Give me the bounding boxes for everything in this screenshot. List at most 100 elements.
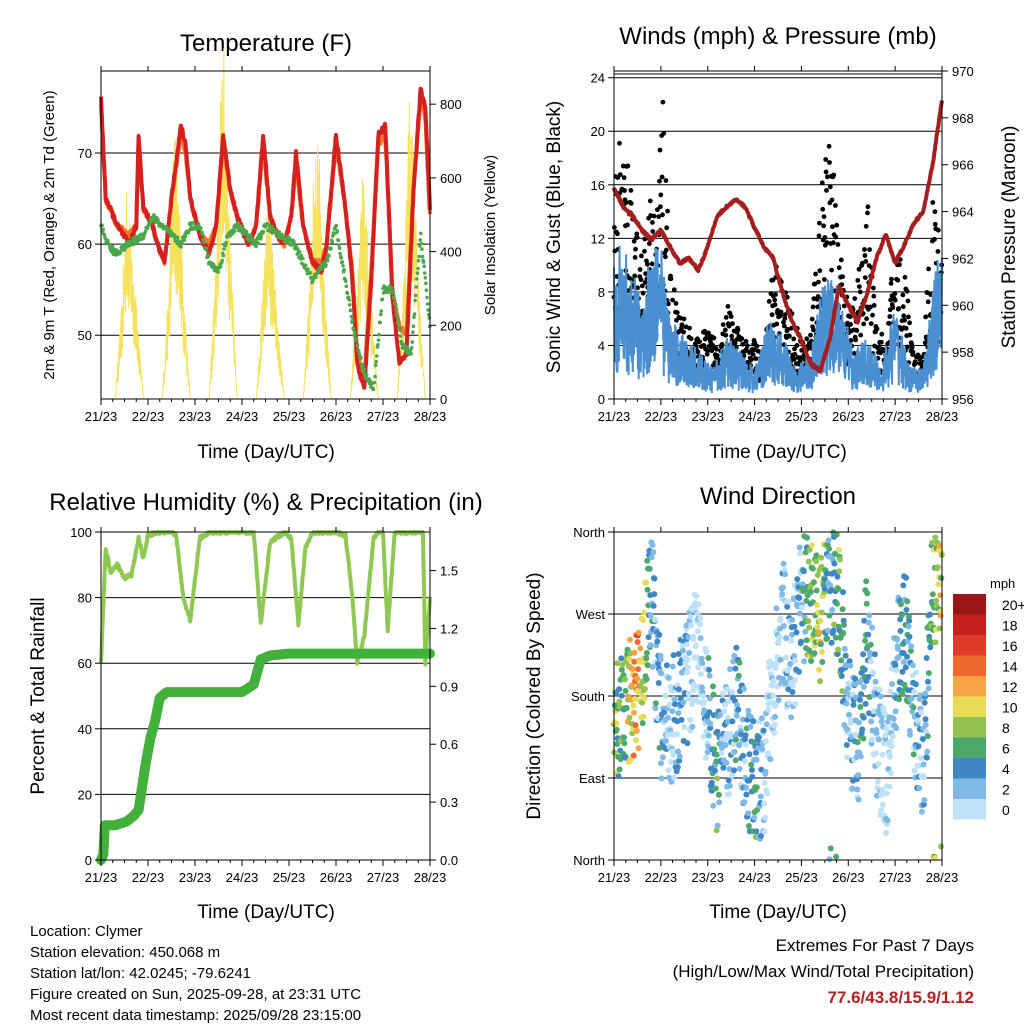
direction-point	[675, 686, 682, 693]
direction-point	[906, 633, 913, 640]
y-tick-label: East	[579, 771, 605, 786]
direction-point	[663, 662, 670, 669]
gust-point	[638, 277, 644, 283]
dewpoint-point	[220, 258, 225, 263]
direction-point	[644, 557, 651, 564]
direction-point	[898, 601, 904, 608]
gust-point	[848, 338, 854, 343]
gust-point	[825, 174, 830, 180]
direction-point	[886, 784, 893, 790]
direction-point	[676, 753, 683, 760]
gust-point	[817, 268, 823, 274]
direction-point	[657, 656, 664, 663]
direction-point	[770, 677, 777, 684]
dewpoint-point	[122, 248, 127, 252]
dewpoint-point	[395, 321, 400, 325]
x-tick-label: 28/23	[414, 870, 447, 885]
dewpoint-point	[415, 277, 419, 281]
gust-point	[827, 184, 833, 190]
direction-point	[830, 627, 837, 634]
direction-point	[740, 752, 746, 759]
gust-point	[744, 347, 749, 352]
gust-point	[879, 331, 885, 337]
direction-point	[632, 737, 639, 744]
gust-point	[892, 291, 898, 296]
direction-point	[842, 662, 849, 668]
x-tick-label: 25/23	[785, 870, 818, 885]
gust-point	[615, 231, 620, 237]
gust-point	[643, 271, 648, 276]
dewpoint-point	[420, 254, 425, 259]
direction-point	[831, 621, 838, 628]
direction-point	[650, 549, 657, 556]
direction-point	[876, 686, 883, 693]
gust-point	[854, 328, 860, 333]
direction-point	[735, 672, 742, 679]
legend-swatch	[953, 778, 986, 799]
gust-point	[835, 242, 841, 247]
direction-point	[892, 708, 899, 715]
gust-point	[892, 297, 898, 303]
direction-point	[780, 560, 787, 567]
x-tick-label: 27/23	[879, 870, 912, 885]
legend-swatch	[953, 676, 986, 697]
direction-point	[633, 727, 640, 734]
direction-point	[866, 694, 873, 700]
direction-point	[755, 734, 762, 741]
direction-point	[665, 675, 672, 681]
dewpoint-point	[183, 234, 188, 239]
gust-point	[778, 309, 784, 315]
direction-point	[692, 642, 699, 649]
total-precipitation-line	[96, 648, 435, 865]
direction-point	[731, 748, 738, 755]
x-tick-label: 21/23	[598, 870, 631, 885]
direction-point	[936, 625, 943, 632]
direction-point	[631, 649, 638, 656]
gust-point	[813, 271, 818, 277]
dewpoint-point	[101, 227, 106, 232]
direction-point	[712, 785, 719, 792]
gust-point	[655, 207, 660, 213]
direction-point	[675, 748, 682, 755]
gust-point	[829, 197, 835, 203]
direction-point	[806, 647, 813, 654]
direction-point	[665, 714, 671, 721]
direction-point	[722, 742, 729, 748]
direction-point	[857, 753, 864, 760]
direction-point	[936, 542, 943, 549]
direction-point	[616, 686, 623, 693]
y-tick-label: 4	[598, 338, 605, 353]
gust-point	[822, 235, 828, 240]
dewpoint-point	[422, 264, 427, 269]
dewpoint-point	[247, 239, 252, 243]
gust-point	[634, 234, 640, 240]
legend-label: 16	[1002, 638, 1018, 654]
dewpoint-point	[347, 298, 352, 302]
gust-point	[660, 99, 666, 105]
y-tick-label: 8	[598, 285, 605, 300]
direction-point	[771, 729, 778, 736]
gust-point	[794, 343, 800, 348]
direction-point	[788, 714, 795, 721]
direction-point	[764, 790, 771, 797]
direction-point	[710, 683, 716, 690]
gust-point	[720, 322, 726, 327]
dewpoint-point	[136, 239, 140, 243]
direction-point	[868, 718, 875, 725]
direction-point	[627, 757, 634, 764]
x-tick-label: 22/23	[645, 409, 678, 424]
direction-point	[646, 565, 653, 572]
legend-label: 18	[1002, 618, 1018, 634]
direction-point	[716, 799, 723, 806]
direction-ylabel: Direction (Colored By Speed)	[524, 572, 545, 819]
direction-point	[842, 652, 849, 659]
direction-point	[895, 645, 901, 652]
direction-point	[745, 810, 752, 817]
direction-point	[879, 801, 886, 808]
dewpoint-point	[415, 271, 420, 276]
gust-point	[833, 234, 839, 240]
direction-point	[806, 546, 813, 553]
dewpoint-point	[411, 324, 416, 329]
direction-point	[668, 759, 675, 765]
direction-point	[916, 785, 923, 792]
